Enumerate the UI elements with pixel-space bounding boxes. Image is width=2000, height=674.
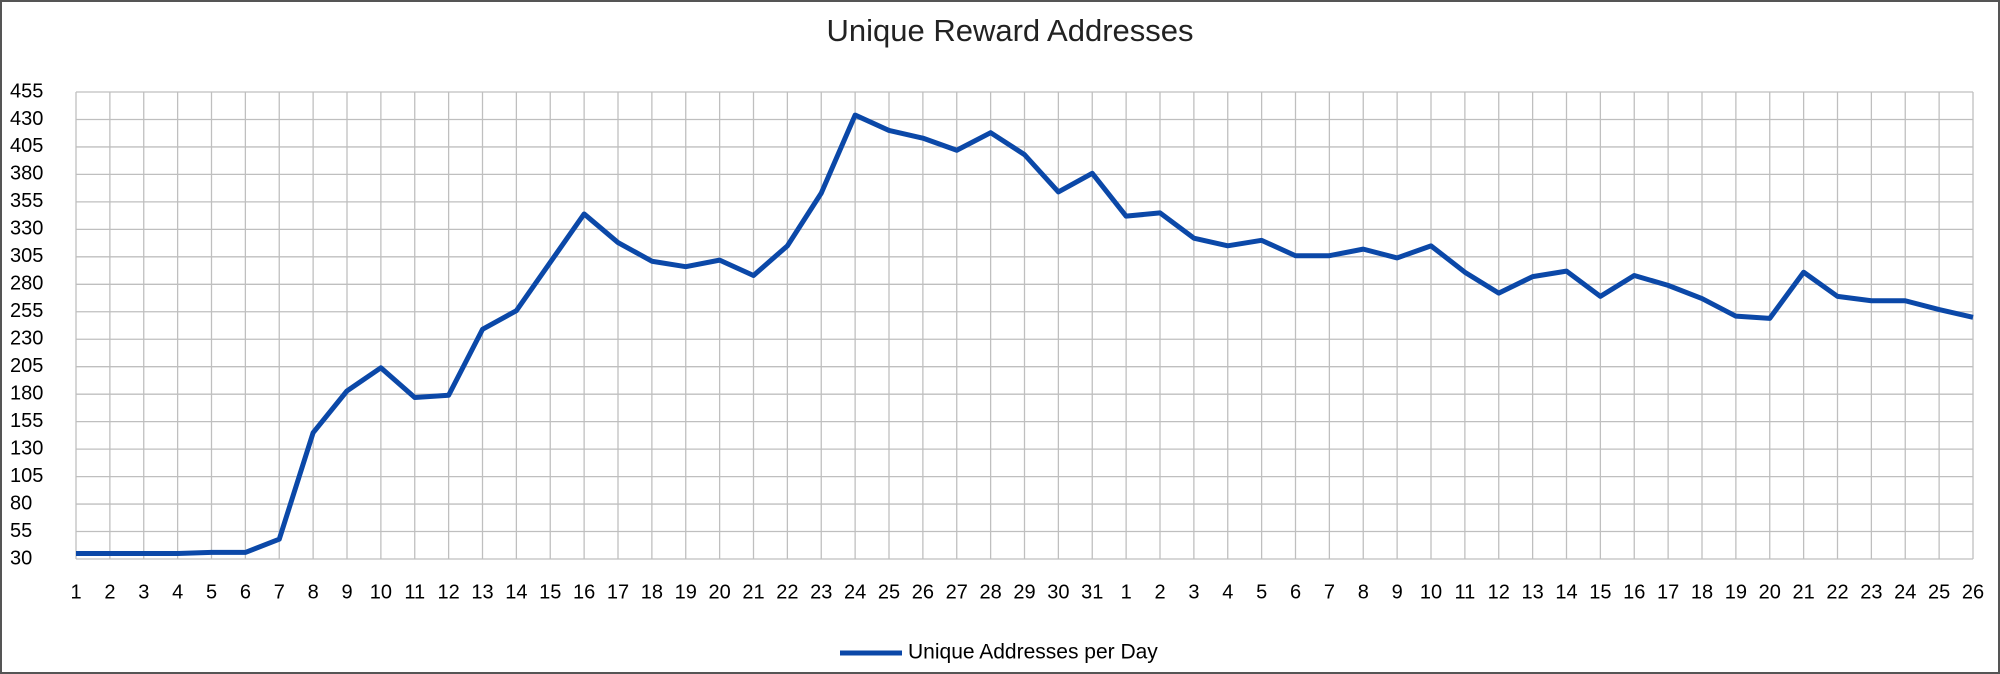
x-tick-label: 6	[240, 581, 251, 603]
y-tick-label: 455	[10, 80, 43, 102]
x-tick-label: 14	[505, 581, 527, 603]
x-tick-label: 9	[341, 581, 352, 603]
data-line	[76, 112, 1974, 557]
y-tick-label: 380	[10, 163, 43, 185]
x-tick-label: 10	[1420, 581, 1442, 603]
y-tick-label: 405	[10, 135, 43, 157]
x-tick-label: 21	[742, 581, 764, 603]
y-tick-label: 130	[10, 437, 43, 459]
x-tick-label: 17	[1657, 581, 1679, 603]
x-tick-label: 8	[308, 581, 319, 603]
x-tick-label: 12	[1488, 581, 1510, 603]
x-tick-label: 16	[573, 581, 595, 603]
x-tick-label: 17	[607, 581, 629, 603]
y-tick-label: 305	[10, 245, 43, 267]
x-tick-label: 26	[1962, 581, 1984, 603]
x-tick-label: 13	[471, 581, 493, 603]
x-tick-label: 28	[980, 581, 1002, 603]
x-tick-label: 23	[810, 581, 832, 603]
x-tick-label: 6	[1290, 581, 1301, 603]
x-tick-label: 24	[844, 581, 866, 603]
x-tick-label: 4	[172, 581, 183, 603]
x-tick-label: 11	[1454, 581, 1475, 603]
x-tick-label: 21	[1793, 581, 1815, 603]
x-tick-label: 13	[1522, 581, 1544, 603]
x-tick-label: 25	[1928, 581, 1950, 603]
y-tick-label: 55	[10, 520, 32, 542]
x-tick-label: 3	[1188, 581, 1199, 603]
y-tick-label: 155	[10, 410, 43, 432]
x-tick-label: 4	[1222, 581, 1233, 603]
x-tick-label: 29	[1013, 581, 1035, 603]
x-tick-label: 22	[776, 581, 798, 603]
x-tick-label: 30	[1047, 581, 1069, 603]
x-tick-label: 22	[1826, 581, 1848, 603]
y-tick-label: 255	[10, 300, 43, 322]
x-tick-label: 18	[641, 581, 663, 603]
x-tick-label: 16	[1623, 581, 1645, 603]
x-tick-label: 31	[1081, 581, 1103, 603]
x-tick-label: 5	[1256, 581, 1267, 603]
x-tick-label: 14	[1555, 581, 1577, 603]
x-tick-label: 5	[206, 581, 217, 603]
chart-title: Unique Reward Addresses	[826, 13, 1193, 48]
y-tick-label: 105	[10, 465, 43, 487]
y-tick-label: 280	[10, 273, 43, 295]
x-tick-label: 23	[1860, 581, 1882, 603]
x-tick-label: 2	[104, 581, 115, 603]
x-tick-label: 10	[370, 581, 392, 603]
x-tick-label: 3	[138, 581, 149, 603]
x-tick-label: 8	[1358, 581, 1369, 603]
x-tick-label: 27	[946, 581, 968, 603]
y-tick-label: 430	[10, 108, 43, 130]
x-tick-label: 24	[1894, 581, 1916, 603]
x-tick-label: 12	[438, 581, 460, 603]
x-tick-label: 20	[709, 581, 731, 603]
x-tick-label: 1	[1121, 581, 1132, 603]
x-tick-label: 11	[404, 581, 425, 603]
y-tick-label: 80	[10, 492, 32, 514]
y-tick-label: 355	[10, 190, 43, 212]
x-tick-label: 26	[912, 581, 934, 603]
y-tick-label: 30	[10, 547, 32, 569]
x-tick-label: 7	[274, 581, 285, 603]
x-tick-label: 9	[1392, 581, 1403, 603]
x-tick-label: 19	[675, 581, 697, 603]
x-tick-label: 15	[539, 581, 561, 603]
x-tick-label: 20	[1759, 581, 1781, 603]
x-tick-label: 25	[878, 581, 900, 603]
x-tick-label: 7	[1324, 581, 1335, 603]
x-tick-label: 2	[1154, 581, 1165, 603]
y-tick-label: 205	[10, 355, 43, 377]
y-tick-label: 230	[10, 328, 43, 350]
x-tick-label: 15	[1589, 581, 1611, 603]
x-tick-label: 19	[1725, 581, 1747, 603]
legend-label: Unique Addresses per Day	[908, 641, 1158, 664]
y-tick-label: 330	[10, 218, 43, 240]
y-tick-label: 180	[10, 382, 43, 404]
x-tick-label: 1	[70, 581, 81, 603]
x-tick-label: 18	[1691, 581, 1713, 603]
